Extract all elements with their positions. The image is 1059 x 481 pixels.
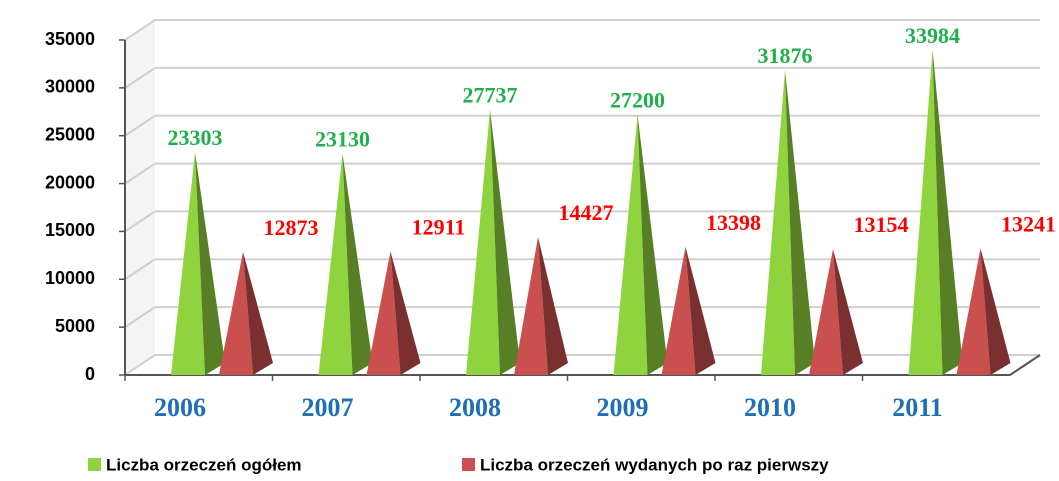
pyramid-side <box>390 251 421 375</box>
grid-line <box>124 354 1040 376</box>
pyramid-front <box>956 248 991 375</box>
pyramid-side <box>490 109 520 376</box>
data-label: 27737 <box>463 83 518 108</box>
grid-line <box>124 258 1040 281</box>
pyramid-side <box>538 236 568 375</box>
data-label: 13398 <box>706 210 761 235</box>
data-label: 12911 <box>412 214 466 239</box>
pyramid-side <box>833 249 863 375</box>
data-label: 23303 <box>168 125 223 150</box>
back-wall <box>125 20 155 375</box>
legend-label: Liczba orzeczeń ogółem <box>106 455 302 474</box>
x-tick-label: 2008 <box>449 393 501 422</box>
pyramid-front <box>661 246 696 375</box>
pyramid <box>809 249 863 375</box>
pyramid-side <box>243 251 273 375</box>
x-tick-label: 2006 <box>154 393 206 422</box>
pyramid-front <box>366 251 401 375</box>
x-tick-label: 2010 <box>744 393 796 422</box>
pyramid-front <box>466 109 500 376</box>
data-label: 27200 <box>610 88 665 113</box>
y-tick-label: 0 <box>85 364 95 384</box>
y-tick-label: 5000 <box>55 316 95 336</box>
data-label: 31876 <box>758 43 813 68</box>
legend-swatch <box>462 458 475 471</box>
pyramid-side <box>685 246 716 375</box>
grid-line <box>124 19 1040 41</box>
pyramid <box>219 251 273 375</box>
pyramid-front <box>318 153 353 375</box>
pyramid-front <box>809 249 843 375</box>
pyramid-front <box>219 251 253 375</box>
data-label: 13154 <box>854 212 909 237</box>
x-tick-label: 2009 <box>597 393 649 422</box>
data-label: 33984 <box>905 23 960 48</box>
y-tick-label: 20000 <box>45 172 95 192</box>
grid-line <box>124 162 1040 185</box>
pyramid-side <box>932 49 963 375</box>
pyramid-side <box>980 248 1011 375</box>
pyramid <box>366 251 421 375</box>
pyramid <box>956 248 1011 375</box>
data-label: 13241 <box>1001 211 1056 236</box>
data-label: 14427 <box>559 200 614 225</box>
pyramid <box>908 49 963 375</box>
pyramid-front <box>514 236 548 375</box>
pyramid-side <box>342 153 373 375</box>
pyramid-front <box>171 151 205 375</box>
legend-label: Liczba orzeczeń wydanych po raz pierwszy <box>480 455 829 474</box>
x-tick-label: 2007 <box>302 393 354 422</box>
pyramid <box>466 109 520 376</box>
pyramid-side <box>785 69 815 375</box>
grid-line <box>124 210 1040 233</box>
data-label: 12873 <box>264 215 319 240</box>
y-tick-label: 35000 <box>45 29 95 49</box>
pyramid <box>171 151 225 375</box>
y-tick-label: 25000 <box>45 124 95 144</box>
pyramid <box>318 153 373 375</box>
y-tick-label: 15000 <box>45 220 95 240</box>
grid-line <box>124 114 1040 137</box>
legend-swatch <box>88 458 101 471</box>
pyramid <box>514 236 568 375</box>
y-tick-label: 10000 <box>45 268 95 288</box>
pyramid <box>661 246 716 375</box>
x-tick-label: 2011 <box>892 393 943 422</box>
grid-line <box>124 306 1040 328</box>
grid-line <box>124 66 1040 89</box>
y-tick-label: 30000 <box>45 77 95 97</box>
data-label: 23130 <box>315 127 370 152</box>
pyramid-front <box>613 114 648 376</box>
pyramid-side <box>195 151 225 375</box>
pyramid <box>613 114 668 376</box>
pyramid-front <box>908 49 943 375</box>
pyramid <box>761 69 815 375</box>
pyramid-front <box>761 69 795 375</box>
pyramid-side <box>637 114 668 376</box>
